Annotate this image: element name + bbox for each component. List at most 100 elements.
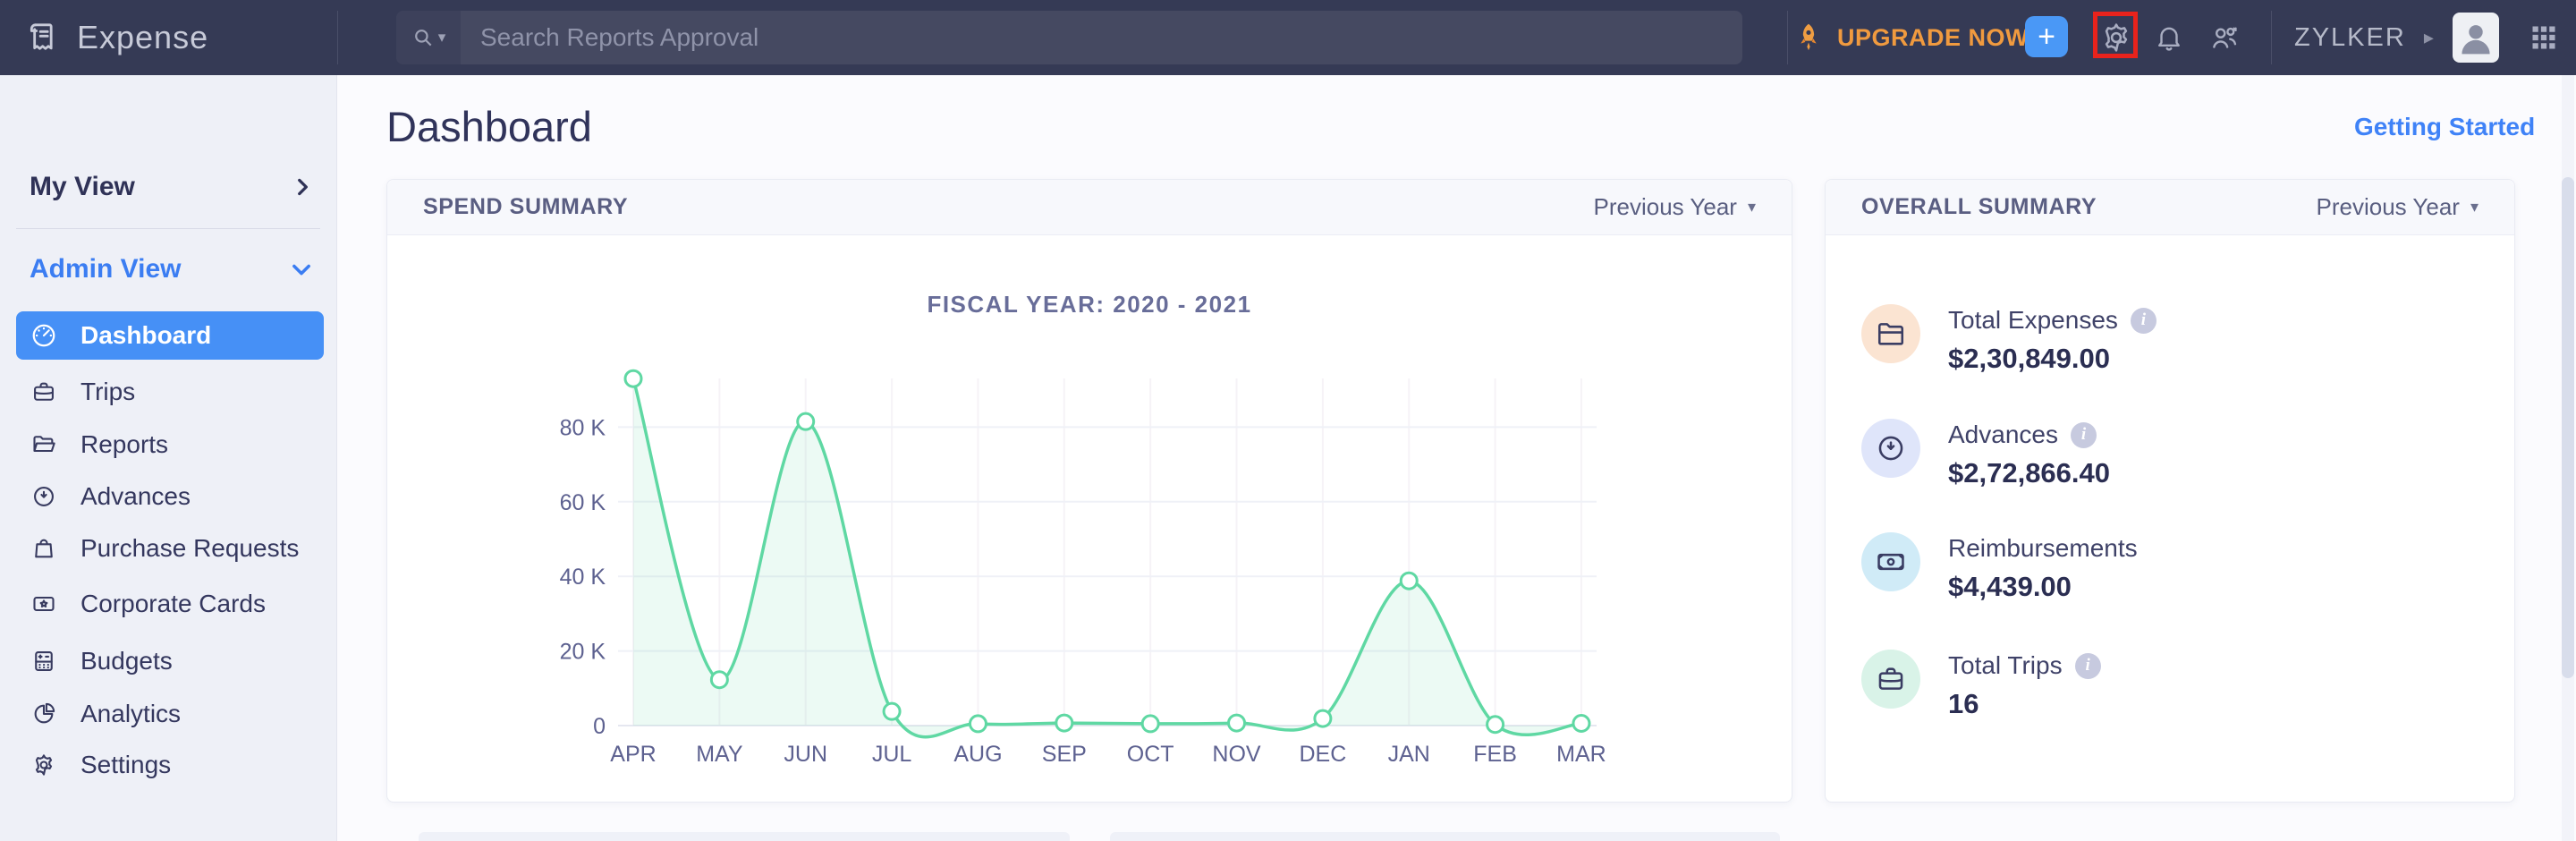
chevron-right-icon: ▸ [2423, 26, 2434, 48]
svg-text:SEP: SEP [1042, 742, 1087, 767]
scrollbar-thumb[interactable] [2562, 177, 2574, 678]
summary-label: Advances [1948, 420, 2058, 448]
summary-value: 16 [1948, 688, 1979, 719]
sidebar-item-budgets[interactable]: Budgets [16, 637, 324, 685]
info-icon[interactable]: i [2070, 421, 2097, 448]
spend-summary-period-dropdown[interactable]: Previous Year ▾ [1594, 193, 1757, 221]
period-label: Previous Year [1593, 193, 1737, 220]
sidebar-item-trips[interactable]: Trips [16, 368, 324, 416]
grid-icon [2532, 26, 2555, 49]
app-grid-button[interactable] [2528, 0, 2560, 75]
user-avatar[interactable] [2453, 13, 2499, 63]
chevron-down-icon [292, 264, 310, 276]
info-icon[interactable]: i [2074, 652, 2101, 679]
sidebar-item-label: Corporate Cards [80, 590, 266, 617]
sidebar-item-label: Analytics [80, 700, 182, 727]
svg-text:60 K: 60 K [560, 490, 606, 515]
sidebar-divider [16, 228, 320, 229]
sidebar-item-label: Advances [80, 482, 191, 510]
search-scope-dropdown[interactable]: ▾ [396, 11, 461, 64]
svg-text:JAN: JAN [1388, 742, 1430, 767]
sidebar-item-reports[interactable]: Reports [16, 420, 324, 469]
svg-text:40 K: 40 K [560, 565, 606, 590]
svg-text:NOV: NOV [1212, 742, 1261, 767]
svg-text:MAR: MAR [1556, 742, 1606, 767]
sidebar-item-settings[interactable]: Settings [16, 741, 324, 789]
overall-summary-title: OVERALL SUMMARY [1861, 194, 2097, 219]
referral-users-button[interactable] [2206, 0, 2243, 75]
svg-text:0: 0 [593, 714, 606, 739]
annotation-highlight-box [2093, 12, 2138, 58]
dashboard-icon [30, 322, 57, 349]
overall-summary-period-dropdown[interactable]: Previous Year ▾ [2317, 193, 2479, 221]
sidebar-item-dashboard[interactable]: Dashboard [16, 311, 324, 360]
svg-text:20 K: 20 K [560, 640, 606, 665]
info-icon[interactable]: i [2130, 307, 2157, 334]
top-navbar: Expense ▾ UPGRADE NOW + [0, 0, 2576, 75]
chart-title: FISCAL YEAR: 2020 - 2021 [927, 291, 1252, 318]
upgrade-now-button[interactable]: UPGRADE NOW [1792, 0, 2029, 75]
search-input[interactable] [461, 11, 1742, 64]
clock-icon [30, 483, 57, 510]
sidebar-section-my-view[interactable]: My View [30, 172, 314, 202]
chevron-right-icon [298, 178, 308, 196]
notifications-button[interactable] [2152, 0, 2186, 75]
admin-view-label: Admin View [30, 254, 182, 284]
sidebar-item-corporate-cards[interactable]: Corporate Cards [16, 580, 324, 628]
sidebar-section-admin-view[interactable]: Admin View [30, 254, 314, 285]
sidebar-item-label: Purchase Requests [80, 534, 300, 562]
svg-text:APR: APR [610, 742, 656, 767]
settings-gear-button[interactable] [2098, 0, 2134, 75]
svg-text:FEB: FEB [1473, 742, 1517, 767]
sidebar-item-purchase-requests[interactable]: Purchase Requests [16, 524, 324, 573]
summary-label: Reimbursements [1948, 534, 2138, 562]
sidebar: My View Admin View Dashboard Trips R [0, 75, 337, 841]
svg-text:MAY: MAY [696, 742, 743, 767]
bell-icon [2158, 27, 2180, 51]
gear-icon [30, 752, 57, 778]
spend-chart-svg: 0 20 K 40 K 60 K 80 K APR MAY JUN JUL AUG SEP OCT NO… [560, 369, 1606, 767]
card-star-icon [30, 590, 57, 617]
spend-summary-header: SPEND SUMMARY Previous Year ▾ [387, 180, 1792, 235]
topbar-divider [337, 11, 338, 64]
caret-down-icon: ▾ [2470, 198, 2479, 216]
global-search: ▾ [396, 11, 1742, 64]
page-title: Dashboard [386, 103, 592, 150]
sidebar-item-advances[interactable]: Advances [16, 472, 324, 521]
spend-summary-card: SPEND SUMMARY Previous Year ▾ FISCAL YEA… [386, 179, 1792, 803]
sidebar-item-label: Settings [80, 751, 172, 778]
sidebar-item-label: Budgets [80, 647, 173, 675]
banknote-icon [1861, 532, 1920, 591]
svg-text:AUG: AUG [953, 742, 1002, 767]
org-switcher[interactable]: ZYLKER ▸ [2294, 0, 2434, 75]
svg-text:OCT: OCT [1127, 742, 1174, 767]
folder-icon [30, 431, 57, 458]
getting-started-link[interactable]: Getting Started [2354, 113, 2536, 140]
org-name: ZYLKER [2294, 22, 2406, 52]
my-view-label: My View [30, 172, 135, 201]
folder-icon [1861, 304, 1920, 363]
pie-chart-icon [30, 701, 57, 727]
gear-icon [2105, 23, 2128, 52]
app-logo[interactable]: Expense [25, 0, 208, 75]
briefcase-icon [30, 378, 57, 405]
svg-text:DEC: DEC [1299, 742, 1346, 767]
sidebar-item-analytics[interactable]: Analytics [16, 690, 324, 738]
summary-value: $2,30,849.00 [1948, 343, 2111, 374]
overall-summary-header: OVERALL SUMMARY Previous Year ▾ [1826, 180, 2514, 235]
upgrade-now-label: UPGRADE NOW [1837, 23, 2029, 51]
summary-label: Total Trips [1948, 651, 2063, 679]
quick-add-button[interactable]: + [2025, 16, 2068, 57]
search-icon [411, 26, 435, 49]
summary-label: Total Expenses [1948, 306, 2118, 334]
summary-value: $2,72,866.40 [1948, 457, 2111, 488]
sidebar-item-label: Dashboard [80, 321, 212, 349]
users-icon [2213, 27, 2237, 48]
spend-summary-title: SPEND SUMMARY [423, 194, 629, 219]
person-icon [2462, 25, 2490, 55]
rocket-icon [1792, 20, 1825, 55]
next-card-peek [1110, 832, 1780, 841]
topbar-divider [2271, 11, 2272, 64]
caret-down-icon: ▾ [437, 29, 446, 46]
overall-summary-card: OVERALL SUMMARY Previous Year ▾ Total Ex… [1825, 179, 2515, 803]
